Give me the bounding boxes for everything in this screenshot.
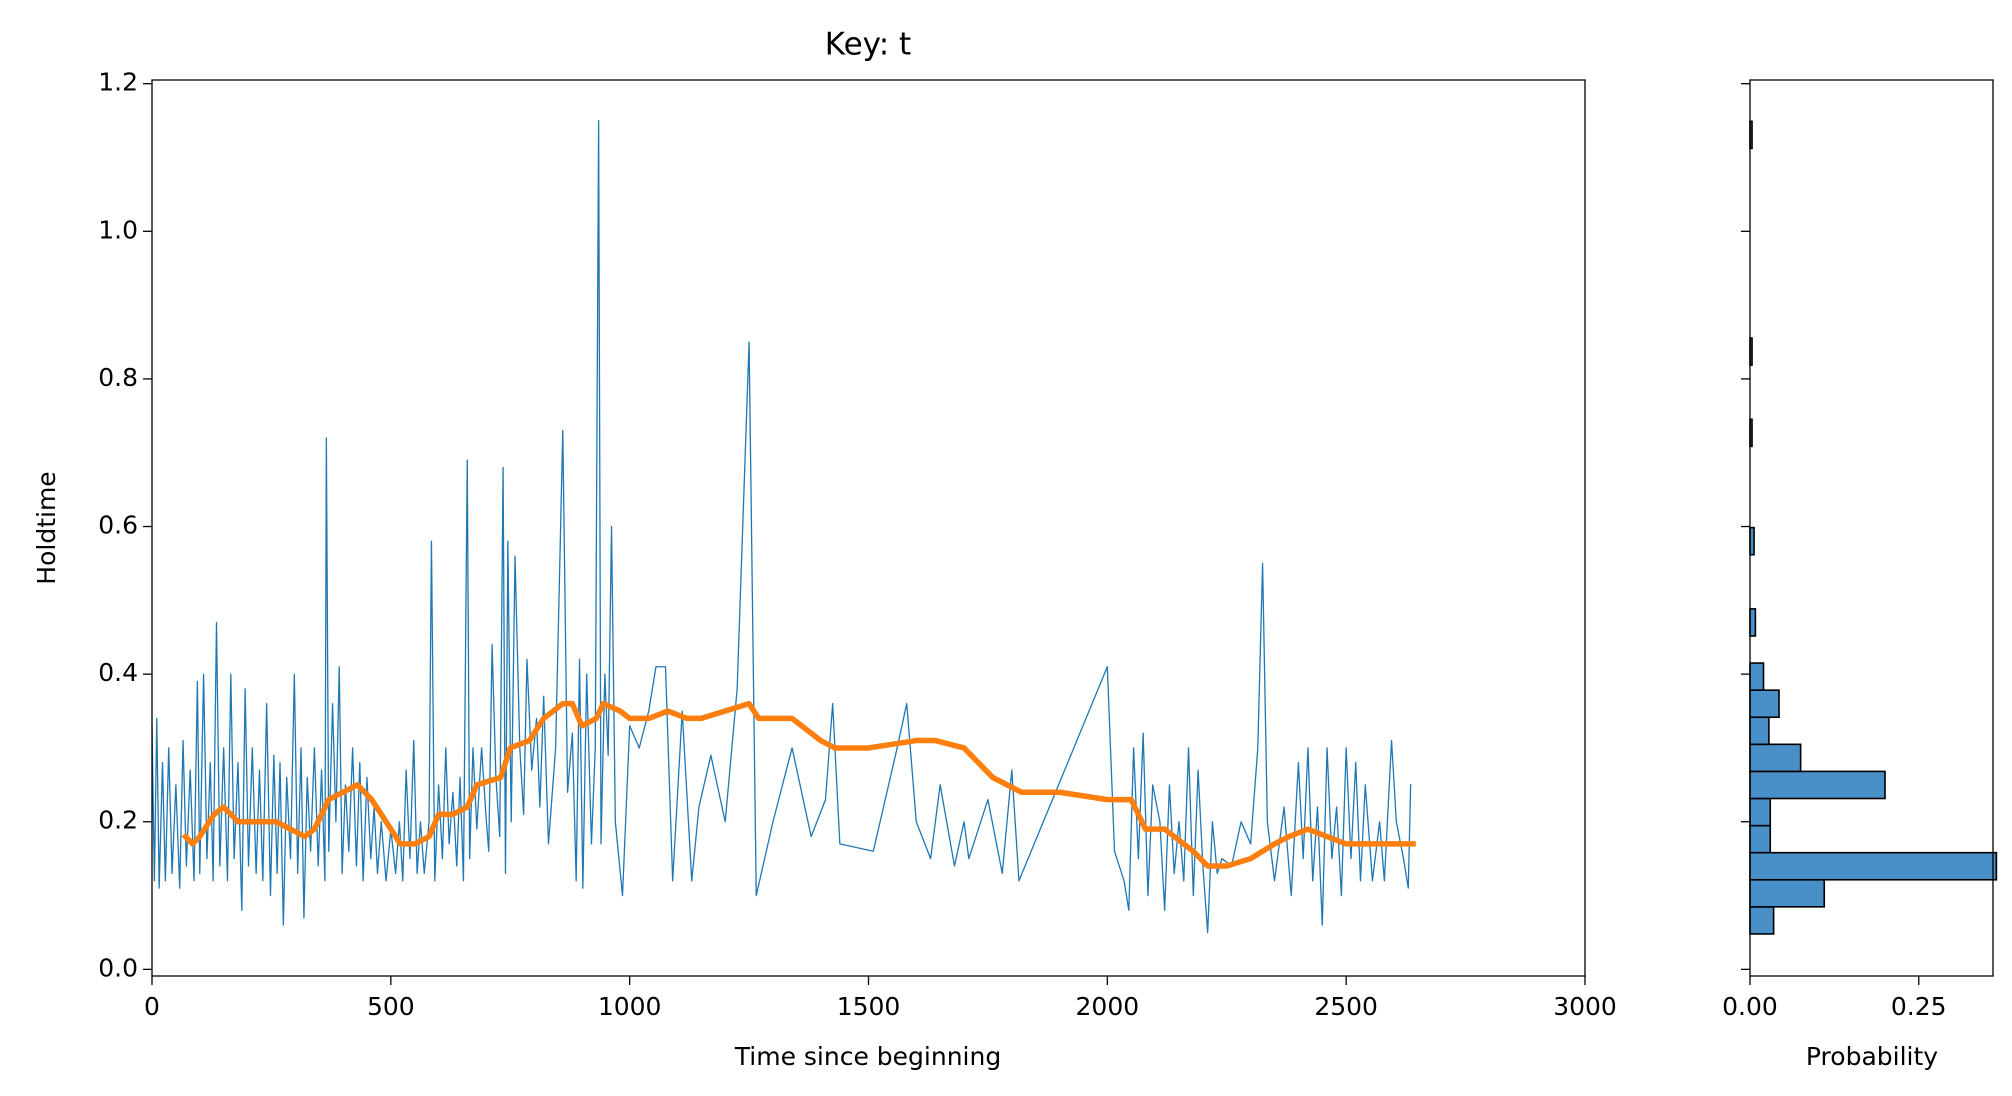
x-tick-label: 1000 [598,992,662,1021]
histogram-bar [1749,824,1772,854]
y-tick-label: 0.2 [98,806,138,835]
histogram-bar [1749,770,1886,800]
y-tick-label: 0.8 [98,363,138,392]
histogram-bar [1749,906,1775,935]
histogram-bar [1749,608,1757,637]
histogram-bar [1749,878,1826,908]
histogram-bar [1749,716,1770,746]
y-axis-label: Holdtime [32,471,61,584]
x-tick-label: 1500 [837,992,901,1021]
x-axis-label: Time since beginning [734,1042,1001,1071]
chart-title: Key: t [825,27,911,63]
x-tick-label: 0.25 [1891,992,1947,1021]
x-axis-label: Probability [1806,1042,1938,1071]
histogram-bar [1749,689,1780,719]
y-tick-label: 0.0 [98,953,138,982]
x-tick-label: 2500 [1314,992,1378,1021]
histogram-bar [1749,851,1998,881]
axes-frame [151,79,1586,977]
data-line [181,700,1416,869]
y-tick-label: 1.0 [98,215,138,244]
y-tick-label: 0.6 [98,511,138,540]
histogram-bar [1749,797,1772,827]
axes-frame [1749,79,1994,977]
x-tick-label: 500 [367,992,415,1021]
data-line [151,119,1412,934]
histogram-bar [1749,662,1765,691]
y-tick-label: 0.4 [98,658,138,687]
x-tick-label: 3000 [1553,992,1617,1021]
x-tick-label: 0.00 [1722,992,1778,1021]
y-tick-label: 1.2 [98,68,138,97]
histogram-bar [1749,743,1802,773]
x-tick-label: 2000 [1076,992,1140,1021]
x-tick-label: 0 [144,992,160,1021]
